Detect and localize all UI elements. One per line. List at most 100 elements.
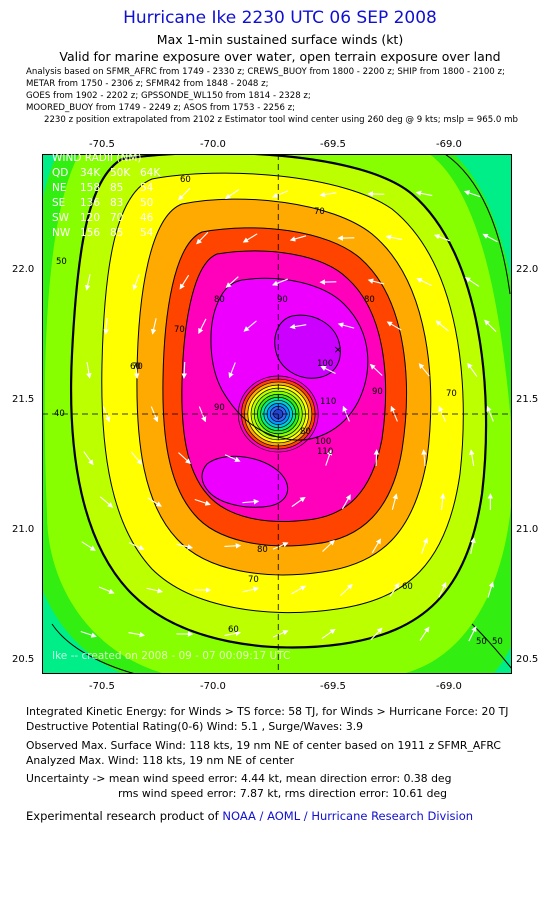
wind-vector-arrow: [83, 451, 94, 466]
contour-label: 80: [364, 295, 375, 305]
wind-vector-arrow: [469, 449, 475, 466]
wind-vector-arrow: [147, 497, 162, 507]
wind-vector-arrow: [242, 498, 260, 505]
wind-vector-arrow: [224, 189, 240, 200]
analysis-sources-line-3: GOES from 1902 - 2202 z; GPSSONDE_WL150 …: [26, 91, 311, 101]
contour-lines: [51, 154, 512, 674]
wind-vector-arrow: [415, 190, 433, 197]
wind-radii-heading: WIND RADII (NM): [52, 154, 142, 164]
right-lat-tick: 21.0: [516, 524, 539, 535]
contour-label: 100: [315, 437, 331, 447]
contour-90kt: [181, 250, 387, 523]
subtitle: Max 1-min sustained surface winds (kt): [156, 32, 404, 47]
wind-vector-arrow: [128, 631, 146, 638]
wind-vector-arrow: [179, 274, 190, 290]
contour-label: 70: [314, 207, 325, 217]
wind-vector-arrow: [243, 320, 257, 332]
credit-prefix: Experimental research product of: [26, 809, 219, 823]
wind-vector-arrow: [341, 494, 351, 510]
wind-vector-arrow: [337, 322, 355, 329]
contour-40kt: [51, 623, 139, 674]
wind-vector-arrow: [467, 362, 478, 377]
integrated-kinetic-energy: Integrated Kinetic Energy: for Winds > T…: [26, 705, 509, 718]
wind-vector-arrow: [225, 276, 239, 288]
top-lon-tick: -69.0: [436, 139, 462, 150]
top-lon-tick: -70.5: [89, 139, 115, 150]
wind-vector-arrow: [133, 361, 140, 379]
wind-vector-arrow: [130, 451, 143, 465]
bottom-lon-tick: -69.5: [320, 681, 346, 692]
contour-label: 80: [300, 427, 311, 437]
top-lon-tick: -69.5: [320, 139, 346, 150]
wind-vector-arrow: [150, 318, 157, 335]
contour-80kt: [162, 227, 407, 547]
contour-label: 50: [56, 257, 67, 267]
top-lon-tick: -70.0: [200, 139, 226, 150]
contour-label: 80: [257, 545, 268, 555]
wind-vector-arrow: [371, 538, 381, 554]
wind-vector-arrow: [224, 454, 241, 462]
wind-vector-arrow: [132, 274, 140, 291]
wind-vector-arrow: [421, 449, 427, 467]
left-lat-tick: 22.0: [12, 264, 35, 275]
contour-label: 70: [174, 325, 185, 335]
wind-vector-arrow: [98, 586, 115, 594]
analyzed-max-wind: Analyzed Max. Wind: 118 kts, 19 nm NE of…: [26, 754, 295, 767]
wind-vector-arrow: [99, 496, 114, 508]
bottom-lon-tick: -70.5: [89, 681, 115, 692]
wind-radii-row-ne: NE 158 85 54: [52, 182, 154, 194]
wind-vector-arrow: [272, 278, 289, 286]
wind-vector-arrow: [438, 581, 447, 598]
wind-vector-arrow: [81, 541, 96, 551]
contour-label: 90: [214, 403, 225, 413]
right-lat-tick: 22.0: [516, 264, 539, 275]
wind-vector-arrow: [367, 278, 385, 285]
wind-vector-arrow: [340, 583, 353, 596]
wind-vector-arrow: [385, 234, 403, 241]
wind-vector-arrow: [389, 582, 400, 597]
right-lat-tick: 21.5: [516, 394, 539, 405]
contour-label: 60: [402, 582, 413, 592]
analysis-sources-line-2: METAR from 1750 - 2306 z; SFMR42 from 18…: [26, 79, 269, 89]
contour-40kt-ne: [443, 154, 511, 295]
wind-vector-arrow: [181, 361, 187, 379]
wind-vector-arrow: [103, 317, 109, 335]
wind-vector-arrow: [224, 630, 242, 637]
band-110-plus: [274, 315, 341, 379]
wind-vector-arrow: [198, 318, 207, 334]
wind-vector-arrow: [419, 626, 430, 641]
wind-vector-arrow: [464, 277, 480, 287]
contour-50kt: [69, 154, 488, 649]
uncertainty-rms: rms wind speed error: 7.87 kt, rms direc…: [118, 787, 447, 800]
bottom-lon-tick: -69.0: [436, 681, 462, 692]
wind-vector-arrow: [322, 539, 335, 552]
plot-frame: [42, 154, 512, 674]
wind-vector-arrow: [434, 234, 451, 242]
left-lat-tick: 20.5: [12, 654, 35, 665]
wind-vector-arrow: [487, 581, 495, 598]
creation-watermark: Ike -- created on 2008 - 09 - 07 00:09:1…: [52, 650, 291, 662]
wind-vector-arrow: [325, 449, 333, 466]
wind-vector-arrow: [242, 233, 258, 243]
wind-vector-arrow: [196, 231, 209, 245]
hrd-link[interactable]: NOAA / AOML / Hurricane Research Divisio…: [222, 809, 474, 823]
contour-label: 60: [130, 362, 141, 372]
contour-label: 60: [228, 625, 239, 635]
contour-label: 70: [446, 389, 457, 399]
wind-vector-arrow: [291, 585, 307, 595]
credit-line: Experimental research product of NOAA / …: [26, 809, 473, 823]
wind-vector-arrow: [321, 628, 336, 640]
wind-vector-arrow: [228, 362, 236, 379]
wind-vector-arrow: [416, 278, 432, 286]
contour-label: 90: [372, 387, 383, 397]
contour-30kt: [471, 623, 512, 670]
wind-vector-arrow: [224, 543, 242, 549]
wind-vector-arrow: [80, 630, 97, 638]
wind-vector-arrow: [272, 542, 289, 550]
wind-vector-arrow: [370, 627, 383, 641]
uncertainty-mean: Uncertainty -> mean wind speed error: 4.…: [26, 772, 452, 785]
analysis-sources-line-5: 2230 z position extrapolated from 2102 z…: [44, 115, 518, 125]
bottom-lon-tick: -70.0: [200, 681, 226, 692]
wind-vector-arrow: [391, 493, 398, 510]
wind-vector-arrow: [468, 625, 477, 642]
